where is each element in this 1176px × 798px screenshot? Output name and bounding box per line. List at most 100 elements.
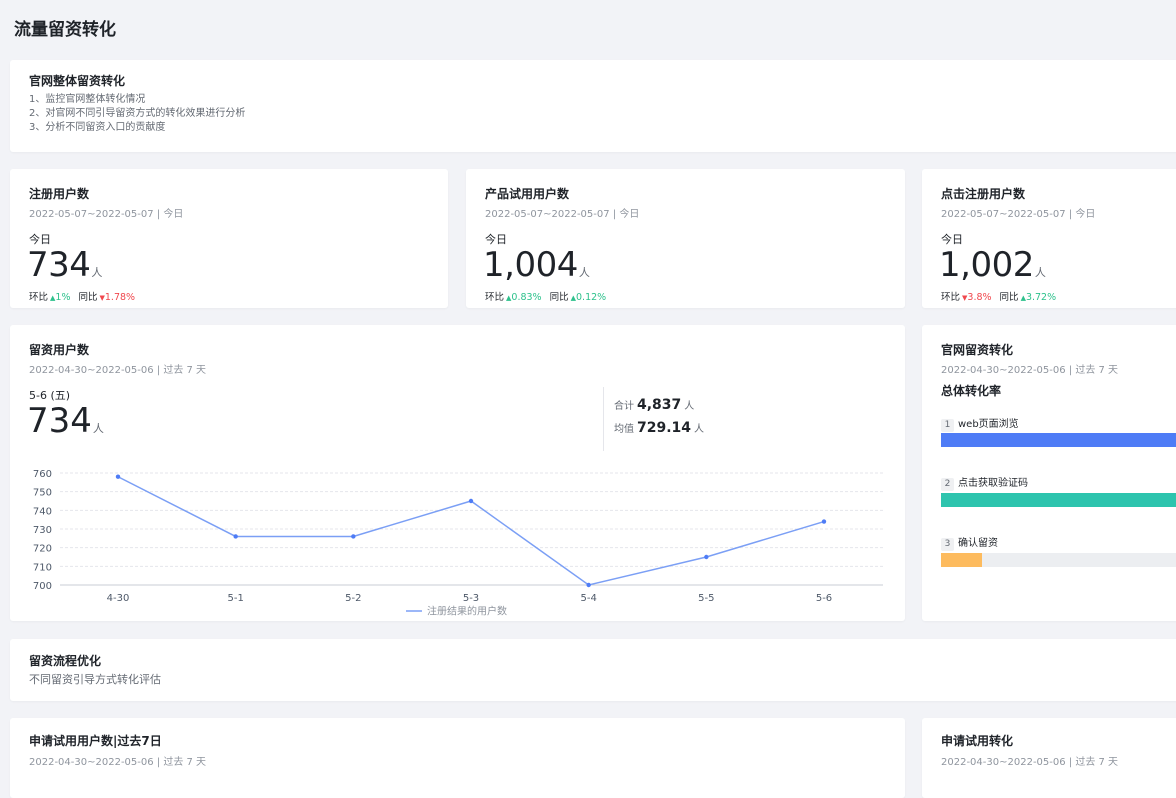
kpi-card-trial-users[interactable]: 产品试用用户数 2022-05-07~2022-05-07 | 今日 今日 1,… (466, 169, 905, 308)
funnel-step-label: 1 web页面浏览 (941, 415, 1019, 432)
stats-divider (603, 387, 604, 451)
funnel-step-label: 3 确认留资 (941, 534, 998, 551)
mom-value: 0.83% (511, 292, 542, 303)
funnel-bar-track (941, 553, 1176, 567)
yoy-label: 同比 (999, 292, 1019, 303)
selected-day-label: 5-6 (五) (29, 389, 71, 402)
total-stat: 合计 4,837 人 (614, 397, 694, 413)
funnel-title: 官网留资转化 (941, 343, 1014, 357)
x-tick-label: 5-4 (580, 593, 596, 604)
funnel-step-label: 2 点击获取验证码 (941, 474, 1028, 491)
funnel-bar[interactable] (941, 553, 982, 567)
total-value: 4,837 (637, 397, 682, 413)
series-line (117, 476, 825, 586)
yoy-value: 1.78% (104, 292, 136, 303)
step-name: 点击获取验证码 (958, 478, 1028, 489)
trial-users-card[interactable]: 申请试用用户数|过去7日 2022-04-30~2022-05-06 | 过去 … (10, 718, 905, 798)
y-tick-label: 750 (33, 488, 52, 499)
data-point[interactable] (586, 582, 591, 588)
average-label: 均值 (614, 424, 634, 435)
mom-label: 环比 (941, 292, 961, 303)
trial-card-title: 申请试用用户数|过去7日 (29, 734, 162, 748)
optimize-section-card: 留资流程优化 不同留资引导方式转化评估 (10, 639, 1176, 701)
data-point[interactable] (821, 519, 827, 524)
retention-users-card[interactable]: 留资用户数 2022-04-30~2022-05-06 | 过去 7 天 5-6… (10, 325, 905, 621)
mom-label: 环比 (485, 292, 505, 303)
funnel-card[interactable]: 官网留资转化 2022-04-30~2022-05-06 | 过去 7 天 总体… (922, 325, 1176, 621)
funnel-bar[interactable] (941, 493, 1176, 507)
average-value: 729.14 (637, 420, 692, 436)
average-stat: 均值 729.14 人 (614, 420, 704, 436)
optimize-title: 留资流程优化 (29, 654, 102, 668)
x-tick-label: 4-30 (107, 593, 130, 604)
retention-line-chart[interactable]: 700 710 720 730 740 750 760 4-30 5-1 5-2 5-3 5-4 5-5… (10, 453, 905, 621)
yoy-value: 3.72% (1025, 292, 1057, 303)
trial-conversion-card[interactable]: 申请试用转化 2022-04-30~2022-05-06 | 过去 7 天 (922, 718, 1176, 798)
data-point[interactable] (704, 554, 709, 560)
arrow-down-icon: ▼ (99, 294, 105, 302)
intro-line: 1、监控官网整体转化情况 (29, 94, 146, 105)
kpi-number: 1,002 (939, 245, 1034, 285)
kpi-title: 产品试用用户数 (485, 187, 570, 201)
kpi-card-registered-users[interactable]: 注册用户数 2022-05-07~2022-05-07 | 今日 今日 734人… (10, 169, 448, 308)
arrow-down-icon: ▼ (962, 294, 968, 302)
x-tick-label: 5-6 (816, 593, 832, 604)
page-title: 流量留资转化 (14, 20, 116, 40)
data-point[interactable] (233, 534, 238, 539)
kpi-period-label: 今日 (485, 233, 507, 246)
arrow-up-icon: ▲ (1020, 294, 1026, 302)
kpi-comparison: 环比 ▲0.83% 同比 ▲0.12% (485, 289, 606, 303)
kpi-period-label: 今日 (29, 233, 51, 246)
y-tick-label: 700 (33, 581, 52, 592)
kpi-comparison: 环比 ▲1% 同比 ▼1.78% (29, 289, 135, 303)
kpi-comparison: 环比 ▼3.8% 同比 ▲3.72% (941, 289, 1056, 303)
step-name: web页面浏览 (958, 419, 1019, 430)
intro-card: 官网整体留资转化 1、监控官网整体转化情况 2、对官网不同引导留资方式的转化效果… (10, 60, 1176, 152)
x-tick-label: 5-1 (227, 593, 243, 604)
yoy-value: 0.12% (576, 292, 607, 303)
legend-label: 注册结果的用户数 (427, 605, 507, 618)
kpi-period-label: 今日 (941, 233, 963, 246)
intro-line: 3、分析不同留资入口的贡献度 (29, 122, 166, 133)
kpi-card-click-register-users[interactable]: 点击注册用户数 2022-05-07~2022-05-07 | 今日 今日 1,… (922, 169, 1176, 308)
data-point[interactable] (468, 498, 474, 504)
average-unit: 人 (694, 424, 705, 435)
chart-card-title: 留资用户数 (29, 343, 90, 357)
kpi-value: 1,002人 (939, 245, 1046, 285)
mom-value: 3.8% (967, 292, 992, 303)
yoy-label: 同比 (78, 292, 98, 303)
kpi-unit: 人 (1034, 266, 1046, 279)
intro-title: 官网整体留资转化 (29, 74, 126, 88)
x-tick-label: 5-2 (345, 593, 361, 604)
y-tick-label: 740 (33, 506, 52, 517)
intro-line: 2、对官网不同引导留资方式的转化效果进行分析 (29, 108, 246, 119)
kpi-number: 1,004 (483, 245, 578, 285)
arrow-up-icon: ▲ (570, 294, 576, 302)
optimize-subtitle: 不同留资引导方式转化评估 (29, 673, 161, 686)
selected-day-unit: 人 (92, 422, 104, 435)
trial-conv-title: 申请试用转化 (941, 734, 1014, 748)
funnel-bar[interactable] (941, 433, 1176, 447)
step-number: 3 (941, 538, 954, 551)
funnel-date-range: 2022-04-30~2022-05-06 | 过去 7 天 (941, 365, 1119, 376)
x-tick-label: 5-3 (463, 593, 479, 604)
trial-card-date: 2022-04-30~2022-05-06 | 过去 7 天 (29, 757, 207, 768)
kpi-date-range: 2022-05-07~2022-05-07 | 今日 (485, 209, 640, 220)
step-name: 确认留资 (958, 538, 998, 549)
total-unit: 人 (684, 401, 695, 412)
total-label: 合计 (614, 401, 634, 412)
trial-conv-date: 2022-04-30~2022-05-06 | 过去 7 天 (941, 757, 1119, 768)
selected-day-value: 734人 (27, 401, 104, 441)
funnel-bar-track (941, 493, 1176, 507)
y-tick-label: 730 (33, 525, 52, 536)
chart-date-range: 2022-04-30~2022-05-06 | 过去 7 天 (29, 365, 207, 376)
y-tick-label: 760 (33, 469, 52, 480)
kpi-unit: 人 (91, 266, 102, 279)
data-point[interactable] (351, 534, 356, 539)
data-point[interactable] (115, 474, 121, 479)
kpi-unit: 人 (578, 266, 590, 279)
mom-label: 环比 (29, 292, 49, 303)
x-tick-label: 5-5 (698, 593, 714, 604)
arrow-up-icon: ▲ (50, 294, 56, 302)
funnel-subtitle: 总体转化率 (941, 384, 1002, 398)
